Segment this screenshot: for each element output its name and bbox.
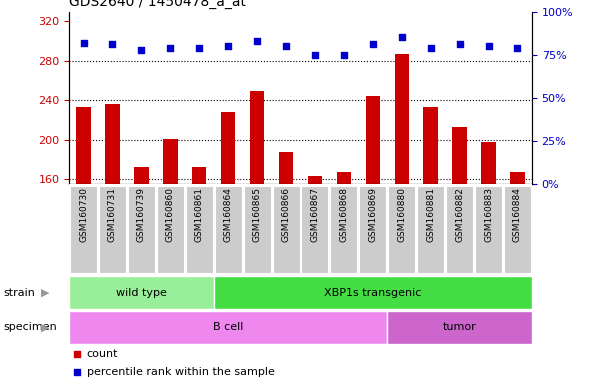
Text: percentile rank within the sample: percentile rank within the sample xyxy=(87,366,275,377)
Point xyxy=(310,51,320,58)
Bar xyxy=(76,107,91,184)
Point xyxy=(73,351,82,357)
FancyBboxPatch shape xyxy=(388,186,415,273)
FancyBboxPatch shape xyxy=(475,186,502,273)
Text: GSM160880: GSM160880 xyxy=(397,187,406,242)
Bar xyxy=(221,112,236,184)
Bar xyxy=(69,276,214,309)
Text: GSM160869: GSM160869 xyxy=(368,187,377,242)
Text: GSM160884: GSM160884 xyxy=(513,187,522,242)
Text: GSM160860: GSM160860 xyxy=(166,187,175,242)
Bar xyxy=(69,311,387,344)
Point xyxy=(339,51,349,58)
Text: count: count xyxy=(87,349,118,359)
FancyBboxPatch shape xyxy=(446,186,473,273)
Text: XBP1s transgenic: XBP1s transgenic xyxy=(324,288,421,298)
Point xyxy=(281,43,291,49)
Bar xyxy=(214,276,532,309)
Point xyxy=(165,45,175,51)
Text: GSM160882: GSM160882 xyxy=(455,187,464,242)
Bar xyxy=(163,139,177,184)
Bar xyxy=(279,152,293,184)
FancyBboxPatch shape xyxy=(128,186,155,273)
Text: specimen: specimen xyxy=(3,322,56,333)
Bar xyxy=(69,184,532,275)
Text: GSM160864: GSM160864 xyxy=(224,187,233,242)
Bar xyxy=(387,311,532,344)
FancyBboxPatch shape xyxy=(70,186,97,273)
Text: GSM160730: GSM160730 xyxy=(79,187,88,242)
Text: tumor: tumor xyxy=(443,322,477,333)
Text: ▶: ▶ xyxy=(41,288,49,298)
Text: GDS2640 / 1450478_a_at: GDS2640 / 1450478_a_at xyxy=(69,0,246,9)
Text: GSM160865: GSM160865 xyxy=(252,187,261,242)
Bar xyxy=(308,176,322,184)
Text: GSM160868: GSM160868 xyxy=(340,187,349,242)
Point xyxy=(224,43,233,49)
FancyBboxPatch shape xyxy=(417,186,444,273)
Text: GSM160739: GSM160739 xyxy=(137,187,146,242)
Text: GSM160866: GSM160866 xyxy=(281,187,290,242)
Point xyxy=(79,40,88,46)
Point xyxy=(195,45,204,51)
Bar xyxy=(250,91,264,184)
FancyBboxPatch shape xyxy=(243,186,270,273)
Bar xyxy=(192,167,207,184)
Bar xyxy=(394,54,409,184)
Point xyxy=(426,45,436,51)
Bar xyxy=(337,172,351,184)
FancyBboxPatch shape xyxy=(215,186,242,273)
Text: GSM160881: GSM160881 xyxy=(426,187,435,242)
Bar xyxy=(510,172,525,184)
Text: GSM160883: GSM160883 xyxy=(484,187,493,242)
Bar xyxy=(453,127,467,184)
Text: strain: strain xyxy=(3,288,35,298)
Point xyxy=(455,41,465,47)
FancyBboxPatch shape xyxy=(186,186,213,273)
Text: ▶: ▶ xyxy=(41,322,49,333)
FancyBboxPatch shape xyxy=(99,186,126,273)
FancyBboxPatch shape xyxy=(302,186,329,273)
Text: GSM160867: GSM160867 xyxy=(311,187,320,242)
FancyBboxPatch shape xyxy=(504,186,531,273)
Point xyxy=(513,45,522,51)
FancyBboxPatch shape xyxy=(359,186,386,273)
Point xyxy=(136,46,146,53)
Point xyxy=(108,41,117,47)
Point xyxy=(73,369,82,375)
Text: wild type: wild type xyxy=(116,288,167,298)
Point xyxy=(484,43,493,49)
FancyBboxPatch shape xyxy=(157,186,184,273)
Point xyxy=(252,38,262,44)
Bar xyxy=(424,107,438,184)
Text: B cell: B cell xyxy=(213,322,243,333)
FancyBboxPatch shape xyxy=(272,186,299,273)
Point xyxy=(368,41,377,47)
Point xyxy=(397,34,406,40)
Bar xyxy=(481,142,496,184)
Bar xyxy=(365,96,380,184)
Text: GSM160731: GSM160731 xyxy=(108,187,117,242)
FancyBboxPatch shape xyxy=(331,186,358,273)
Text: GSM160861: GSM160861 xyxy=(195,187,204,242)
Bar xyxy=(134,167,148,184)
Bar xyxy=(105,104,120,184)
